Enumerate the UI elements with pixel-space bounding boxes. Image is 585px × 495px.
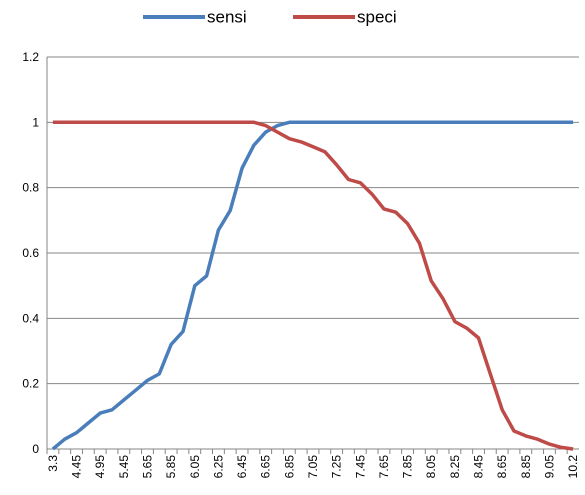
x-tick-label: 4.95 [93, 455, 107, 479]
x-tick-label: 7.85 [401, 455, 415, 479]
x-tick-label: 9.05 [542, 455, 556, 479]
y-tick-label: 0.8 [22, 181, 39, 195]
y-tick-label: 1 [32, 115, 39, 129]
x-tick-label: 3.3 [46, 455, 60, 472]
x-tick-label: 5.85 [164, 455, 178, 479]
x-tick-label: 6.25 [211, 455, 225, 479]
x-tick-label: 6.65 [259, 455, 273, 479]
series-line [51, 120, 574, 451]
x-tick-label: 8.45 [472, 455, 486, 479]
legend-label: speci [357, 7, 397, 26]
x-tick-label: 7.05 [306, 455, 320, 479]
x-tick-label: 8.05 [424, 455, 438, 479]
x-tick-label: 6.45 [235, 455, 249, 479]
x-tick-label: 6.05 [188, 455, 202, 479]
x-tick-label: 5.45 [117, 455, 131, 479]
x-tick-label: 7.45 [353, 455, 367, 479]
y-tick-label: 0.2 [22, 377, 39, 391]
x-tick-label: 8.65 [495, 455, 509, 479]
x-tick-label: 6.85 [282, 455, 296, 479]
x-tick-label: 8.25 [448, 455, 462, 479]
y-tick-label: 0 [32, 442, 39, 456]
x-tick-label: 5.65 [140, 455, 154, 479]
x-tick-label: 8.85 [519, 455, 533, 479]
x-tick-label: 10.2 [566, 455, 580, 479]
x-tick-label: 7.25 [330, 455, 344, 479]
y-tick-label: 0.4 [22, 311, 39, 325]
series-line [52, 120, 574, 451]
x-tick-label: 4.45 [70, 455, 84, 479]
legend-label: sensi [207, 7, 247, 26]
y-tick-label: 0.6 [22, 246, 39, 260]
x-tick-label: 7.65 [377, 455, 391, 479]
y-tick-label: 1.2 [22, 50, 39, 64]
